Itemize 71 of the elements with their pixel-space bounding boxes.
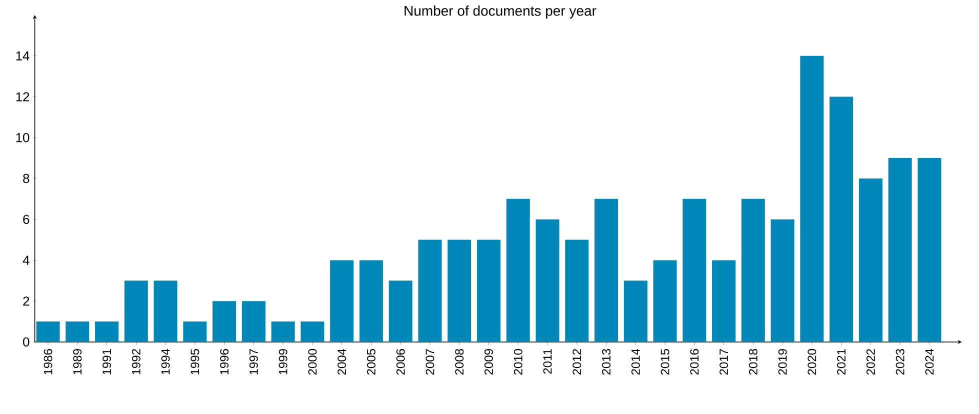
x-tick-label: 2012 <box>572 349 582 375</box>
bar <box>95 322 119 342</box>
bar <box>300 322 324 342</box>
bar <box>858 178 882 342</box>
x-tick-label: 1986 <box>44 349 52 374</box>
bar <box>536 219 560 342</box>
y-tick-label: 14 <box>16 51 30 60</box>
y-tick-label: 2 <box>23 296 30 306</box>
x-tick-label: 2018 <box>748 349 758 375</box>
bar <box>388 280 412 342</box>
x-tick-label: 1995 <box>190 349 200 374</box>
bar <box>830 96 854 342</box>
x-tick-label: 1996 <box>220 349 229 374</box>
x-tick-label: 2014 <box>631 348 640 375</box>
bar <box>653 260 677 342</box>
bar <box>800 56 824 342</box>
bar <box>506 198 530 342</box>
bar <box>476 240 500 342</box>
bar <box>66 322 90 342</box>
x-tick-label: 1994 <box>161 348 170 374</box>
bar <box>682 198 706 342</box>
x-tick-label: 2019 <box>778 349 787 375</box>
x-tick-label: 2007 <box>426 349 434 375</box>
x-tick-label: 2020 <box>808 348 816 375</box>
y-tick-label: 8 <box>23 174 30 184</box>
bar <box>888 158 912 342</box>
y-tick-label: 6 <box>23 214 30 224</box>
bar <box>212 301 236 342</box>
bar <box>418 240 442 342</box>
x-tick-label: 2005 <box>366 349 376 375</box>
x-tick-label: 1989 <box>73 349 82 374</box>
x-tick-label: 2015 <box>660 349 670 375</box>
x-tick-label: 2008 <box>455 349 464 375</box>
y-tick-label: 10 <box>16 133 30 142</box>
bar <box>448 240 472 342</box>
x-tick-label: 2009 <box>484 349 493 375</box>
bar <box>565 240 589 342</box>
bar <box>712 260 736 342</box>
y-tick-label: 12 <box>16 92 30 102</box>
x-tick-label: 1991 <box>102 349 112 374</box>
y-tick-label: 4 <box>22 256 30 265</box>
x-tick-label: 2006 <box>396 349 405 375</box>
x-tick-label: 2013 <box>602 349 610 375</box>
x-tick-label: 2023 <box>896 349 904 375</box>
x-tick-label: 1999 <box>278 349 288 374</box>
bar <box>242 301 266 342</box>
bar <box>183 322 207 342</box>
bar <box>330 260 354 342</box>
x-tick-label: 2022 <box>866 349 875 375</box>
bar <box>124 280 148 342</box>
x-tick-label: 1997 <box>249 349 258 374</box>
bar <box>359 260 383 342</box>
bar <box>918 158 942 342</box>
bar <box>594 198 618 342</box>
bar <box>741 198 765 342</box>
x-tick-label: 2010 <box>514 348 522 375</box>
x-tick-label: 2000 <box>308 348 317 375</box>
x-tick-label: 2021 <box>837 349 846 375</box>
x-tick-label: 2017 <box>720 349 728 375</box>
bar <box>154 280 178 342</box>
bar <box>770 219 794 342</box>
bar <box>624 280 648 342</box>
x-tick-label: 2004 <box>338 348 346 375</box>
bar <box>271 322 295 342</box>
x-tick-label: 2016 <box>690 349 699 375</box>
chart-title: Number of documents per year <box>404 6 596 19</box>
y-tick-label: 0 <box>23 337 30 347</box>
x-tick-label: 2011 <box>543 349 552 374</box>
bar <box>36 322 60 342</box>
x-tick-label: 1992 <box>132 349 140 374</box>
x-tick-label: 2024 <box>925 348 934 375</box>
